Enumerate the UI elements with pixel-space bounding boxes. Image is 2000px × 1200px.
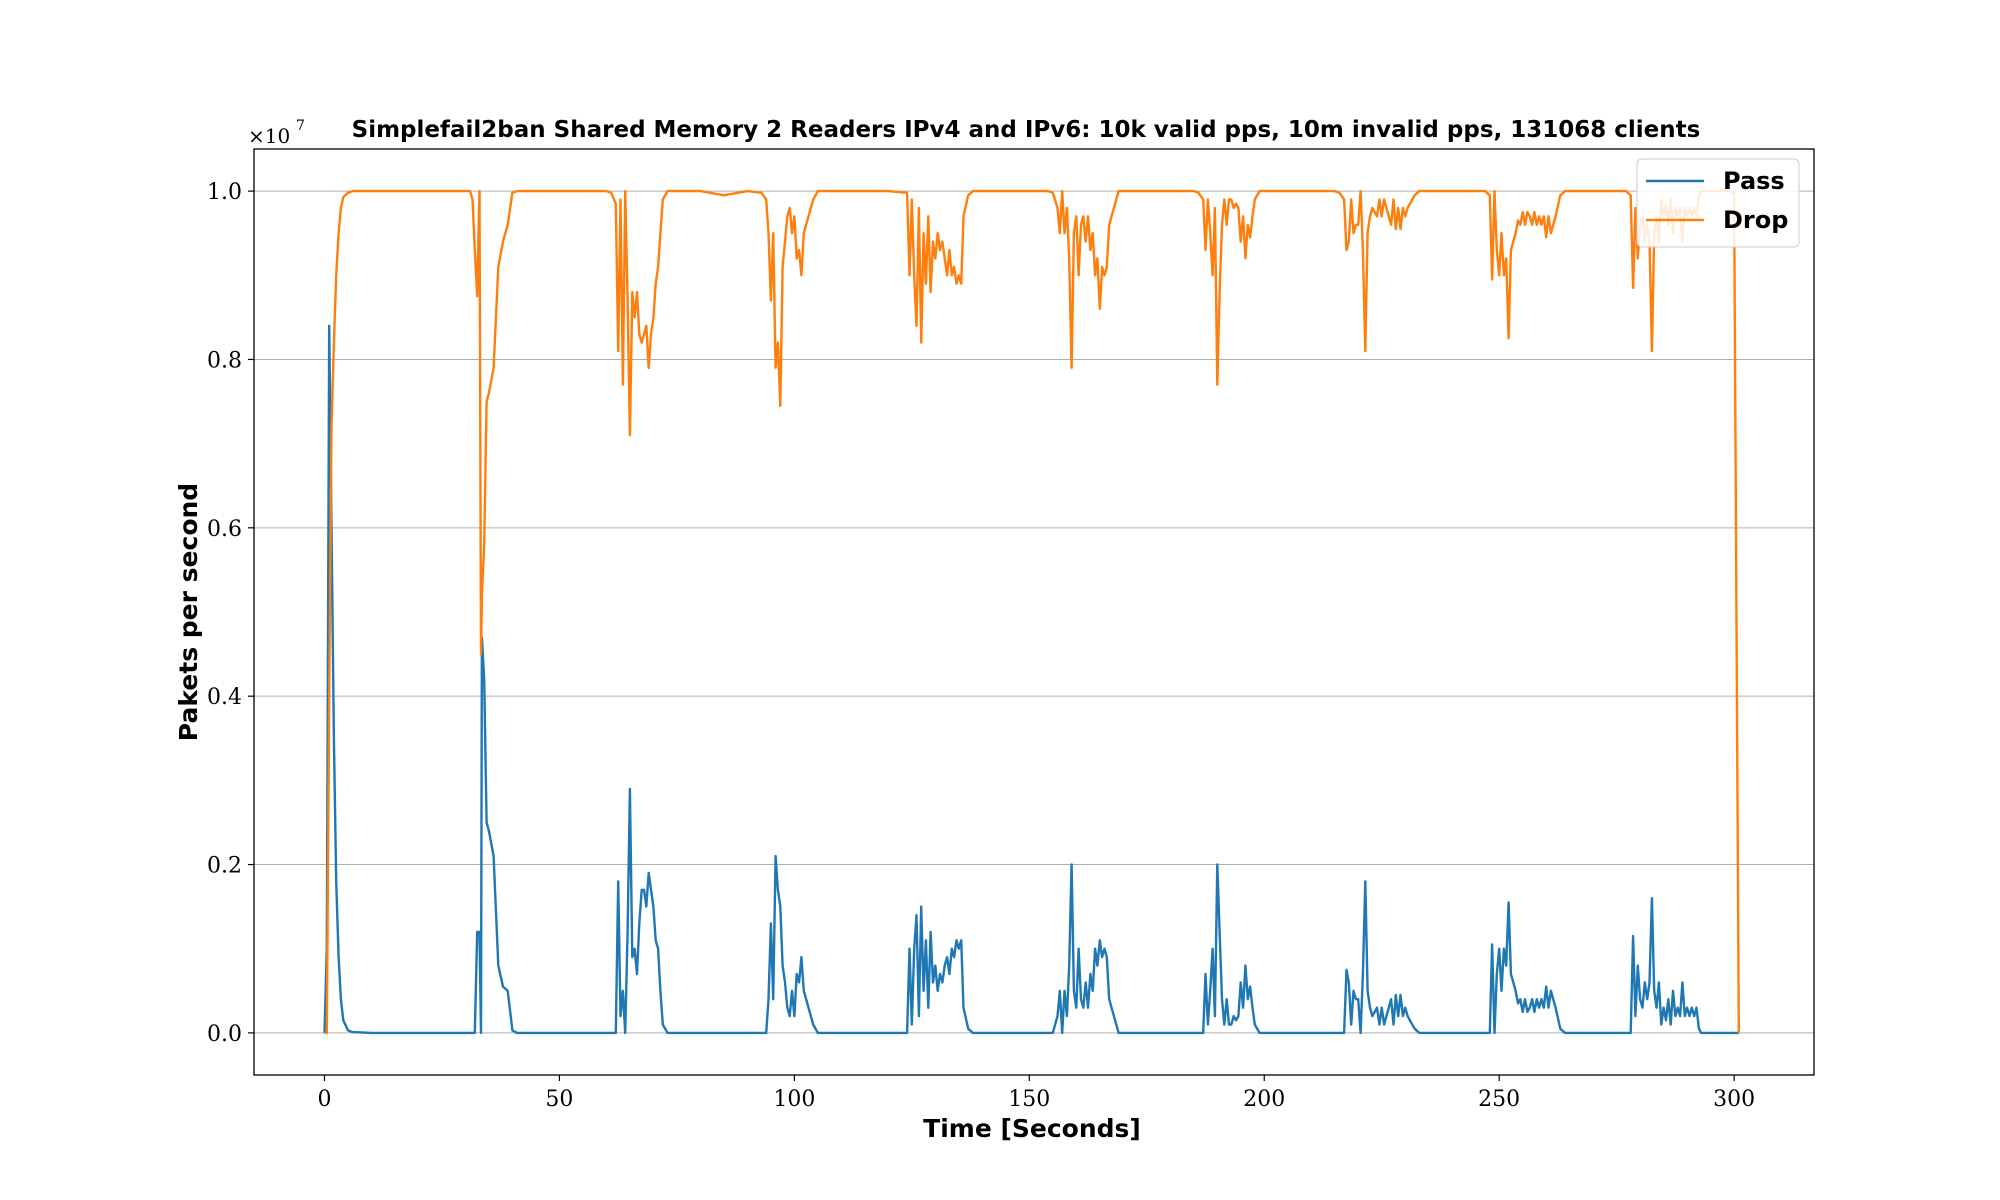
x-tick-label: 250 xyxy=(1478,1087,1520,1112)
y-tick-label: 0.6 xyxy=(207,517,242,542)
legend-label-pass: Pass xyxy=(1723,167,1785,195)
x-tick-label: 50 xyxy=(545,1087,573,1112)
x-tick-label: 150 xyxy=(1008,1087,1050,1112)
series-line-pass xyxy=(323,324,1739,1035)
y-axis-label: Pakets per second xyxy=(174,483,203,741)
y-scale-base: ×10 xyxy=(248,124,290,148)
series-line-drop xyxy=(324,189,1740,1035)
y-tick-label: 0.2 xyxy=(207,854,242,879)
plot-frame xyxy=(253,148,1815,1076)
x-tick-label: 300 xyxy=(1713,1087,1755,1112)
y-scale-factor: ×10 7 xyxy=(248,118,305,148)
x-tick-label: 200 xyxy=(1243,1087,1285,1112)
y-tick-label: 0.8 xyxy=(207,348,242,373)
y-tick-label: 0.0 xyxy=(207,1022,242,1047)
y-tick-label: 0.4 xyxy=(207,685,242,710)
x-axis-label: Time [Seconds] xyxy=(923,1114,1141,1143)
gridlines xyxy=(254,190,1814,1034)
x-axis-ticks: 0 50 100 150 200 250 300 xyxy=(317,1075,1755,1112)
series-lines xyxy=(323,189,1740,1035)
legend-label-drop: Drop xyxy=(1723,206,1788,234)
legend: Pass Drop xyxy=(1636,158,1800,248)
y-tick-label: 1.0 xyxy=(207,180,242,205)
x-tick-label: 100 xyxy=(773,1087,815,1112)
chart-title: Simplefail2ban Shared Memory 2 Readers I… xyxy=(352,117,1701,143)
x-tick-label: 0 xyxy=(317,1087,331,1112)
y-axis-ticks: 0.0 0.2 0.4 0.6 0.8 1.0 xyxy=(207,180,254,1047)
y-scale-exponent: 7 xyxy=(296,118,305,134)
